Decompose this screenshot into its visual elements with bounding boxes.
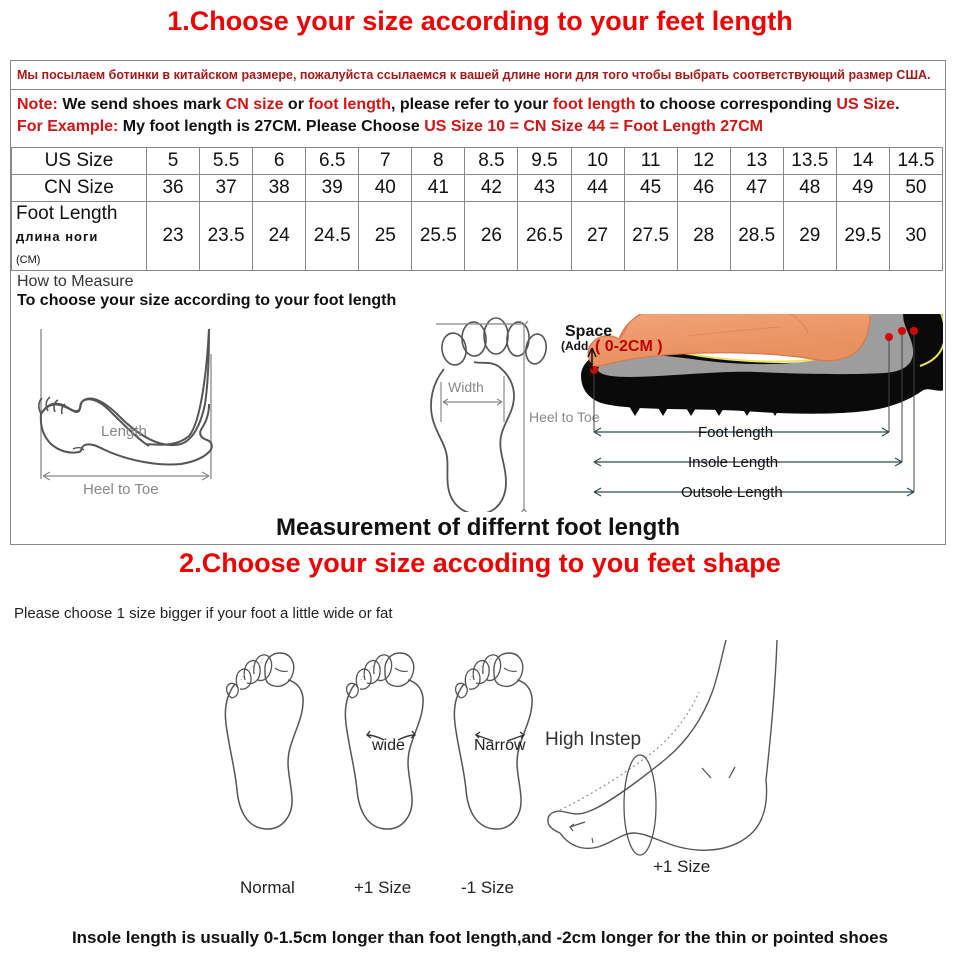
svg-text:( 0-2CM ): ( 0-2CM ) [595,338,663,355]
svg-text:Normal: Normal [240,878,295,897]
svg-text:Narrow: Narrow [474,737,526,754]
svg-text:Foot length: Foot length [698,424,773,441]
svg-text:+1 Size: +1 Size [354,878,411,897]
svg-text:Insole Length: Insole Length [688,454,778,471]
svg-text:High Instep: High Instep [545,729,641,750]
svg-text:(Add: (Add [561,339,588,353]
svg-text:-1 Size: -1 Size [461,878,514,897]
svg-text:+1 Size: +1 Size [653,857,710,875]
svg-text:Outsole Length: Outsole Length [681,484,783,501]
svg-text:wide: wide [371,737,405,754]
